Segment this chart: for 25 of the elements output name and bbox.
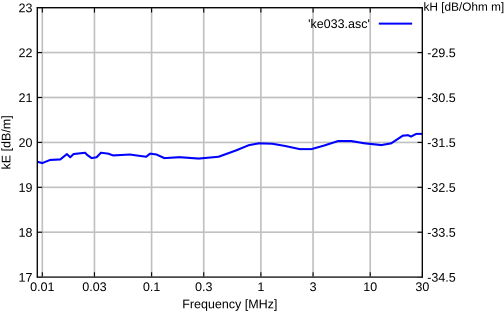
y-tick-label: 17 bbox=[19, 273, 32, 282]
y-tick-label: 21 bbox=[19, 93, 32, 102]
y-tick-label: 18 bbox=[19, 228, 32, 237]
y-tick-label: 23 bbox=[19, 3, 32, 12]
y2-tick-label: -31.5 bbox=[428, 138, 456, 148]
x-tick-label: 0.01 bbox=[30, 282, 54, 292]
y2-tick-label: -34.5 bbox=[428, 272, 456, 282]
y2-tick-label: -32.5 bbox=[428, 183, 456, 192]
y2-tick-label: -33.5 bbox=[428, 228, 456, 237]
x-tick-label: 1 bbox=[258, 282, 264, 292]
y2-tick-label: -30.5 bbox=[428, 93, 456, 102]
y-tick-label: 22 bbox=[19, 48, 32, 58]
y-tick-label: 19 bbox=[19, 183, 32, 192]
y-axis-title: kE [dB/m] bbox=[1, 116, 13, 169]
x-tick-label: 3 bbox=[310, 282, 316, 292]
x-tick-label: 0.03 bbox=[82, 282, 106, 292]
x-tick-label: 0.1 bbox=[143, 282, 160, 292]
y-tick-label: 20 bbox=[19, 138, 32, 148]
x-tick-label: 30 bbox=[416, 282, 429, 292]
y2-tick-label: -29.5 bbox=[428, 48, 456, 58]
x-tick-label: 10 bbox=[364, 282, 377, 292]
x-tick-label: 0.3 bbox=[196, 282, 212, 292]
y2-axis-title: kH [dB/Ohm m] bbox=[424, 2, 504, 14]
x-axis-title: Frequency [MHz] bbox=[183, 299, 277, 311]
legend-label: 'ke033.asc' bbox=[308, 18, 370, 28]
